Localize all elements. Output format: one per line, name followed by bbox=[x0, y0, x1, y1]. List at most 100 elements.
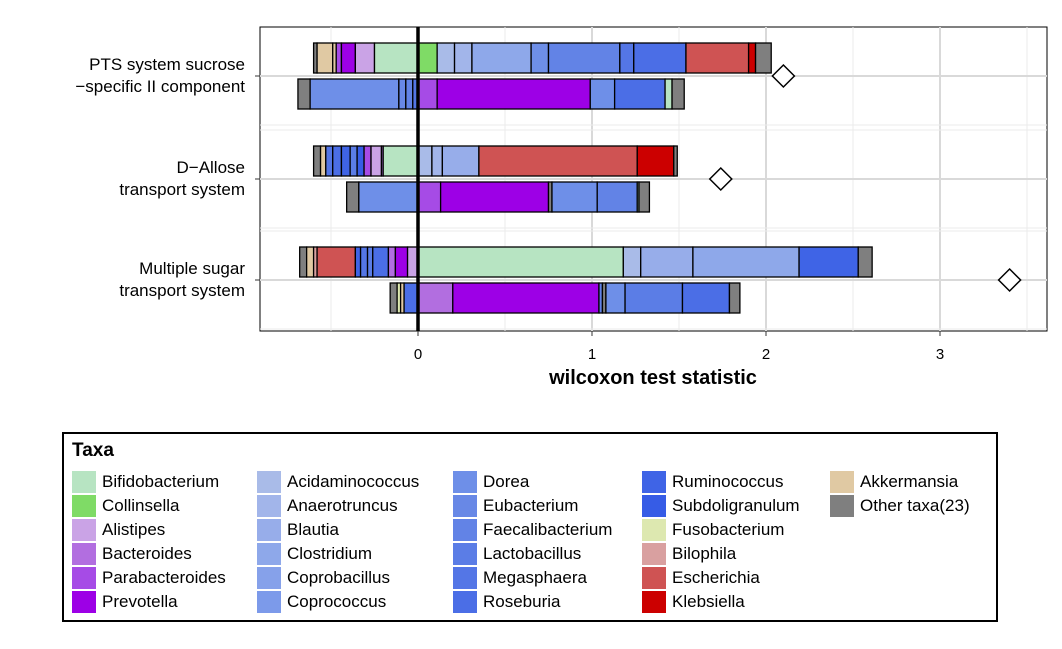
y-label-line: transport system bbox=[119, 180, 245, 199]
bar-segment-0-0-12 bbox=[547, 42, 621, 74]
bar-segment-0-1-1 bbox=[309, 78, 400, 110]
legend-swatch bbox=[453, 591, 477, 613]
legend-item: Anaerotruncus bbox=[257, 494, 398, 518]
y-label-2: Multiple sugar transport system bbox=[119, 258, 245, 302]
legend-item: Escherichia bbox=[642, 566, 760, 590]
legend-swatch bbox=[453, 471, 477, 493]
bar-segment-2-0-3 bbox=[316, 246, 357, 278]
stacked-bar-chart: 0 1 2 3 bbox=[255, 26, 1048, 363]
y-label-line: PTS system sucrose bbox=[89, 55, 245, 74]
bar-segment-0-0-10 bbox=[471, 42, 532, 74]
bar-segment-2-0-16 bbox=[857, 246, 873, 278]
legend-label: Klebsiella bbox=[672, 592, 745, 611]
legend: Taxa Bifidobacterium Collinsella Alistipes… bbox=[62, 432, 998, 622]
legend-swatch bbox=[257, 543, 281, 565]
bar-segment-0-0-4 bbox=[340, 42, 357, 74]
bar-segment-2-1-5 bbox=[452, 282, 600, 314]
legend-item: Lactobacillus bbox=[453, 542, 581, 566]
legend-label: Bifidobacterium bbox=[102, 472, 220, 491]
legend-item: Bilophila bbox=[642, 542, 736, 566]
legend-label: Megasphaera bbox=[483, 568, 587, 587]
bar-segment-0-0-1 bbox=[316, 42, 334, 74]
bar-segment-2-0-0 bbox=[299, 246, 308, 278]
legend-swatch bbox=[72, 591, 96, 613]
x-tick-label-1: 1 bbox=[588, 346, 596, 363]
bar-segment-0-1-3 bbox=[405, 78, 414, 110]
legend-label: Dorea bbox=[483, 472, 530, 491]
bar-segment-2-0-5 bbox=[359, 246, 369, 278]
legend-label: Clostridium bbox=[287, 544, 373, 563]
legend-swatch bbox=[453, 495, 477, 517]
legend-swatch bbox=[257, 519, 281, 541]
bar-segment-1-0-13 bbox=[441, 145, 480, 177]
legend-label: Roseburia bbox=[483, 592, 561, 611]
legend-item: Ruminococcus bbox=[642, 470, 784, 494]
bar-segment-2-1-9 bbox=[624, 282, 684, 314]
bar-segment-0-0-11 bbox=[530, 42, 550, 74]
legend-label: Blautia bbox=[287, 520, 339, 539]
legend-item: Megasphaera bbox=[453, 566, 587, 590]
diamond-marker-1 bbox=[708, 166, 733, 192]
y-label-line: transport system bbox=[119, 281, 245, 300]
legend-item: Collinsella bbox=[72, 494, 179, 518]
bar-segment-2-0-9 bbox=[394, 246, 409, 278]
legend-label: Alistipes bbox=[102, 520, 166, 539]
legend-label: Ruminococcus bbox=[672, 472, 784, 491]
legend-label: Collinsella bbox=[102, 496, 180, 515]
diamond-marker-2 bbox=[997, 267, 1022, 293]
diamond-markers bbox=[708, 63, 1022, 293]
legend-swatch bbox=[642, 519, 666, 541]
y-label-0: PTS system sucrose −specific II component bbox=[75, 54, 245, 98]
bar-segment-2-0-15 bbox=[798, 246, 859, 278]
bar-segment-1-1-3 bbox=[439, 181, 550, 213]
bar-segment-1-0-10 bbox=[382, 145, 419, 177]
bar-segment-2-0-12 bbox=[622, 246, 642, 278]
bar-segment-0-0-14 bbox=[633, 42, 687, 74]
y-label-1: D−Allose transport system bbox=[119, 157, 245, 201]
bar-segment-2-0-14 bbox=[692, 246, 800, 278]
legend-label: Prevotella bbox=[102, 592, 178, 611]
bar-segment-0-1-9 bbox=[664, 78, 673, 110]
bars bbox=[297, 42, 873, 314]
legend-label: Akkermansia bbox=[860, 472, 959, 491]
legend-swatch bbox=[72, 567, 96, 589]
bar-segment-1-0-16 bbox=[673, 145, 678, 177]
legend-swatch bbox=[72, 471, 96, 493]
bar-segment-1-0-2 bbox=[325, 145, 334, 177]
bar-segment-1-0-8 bbox=[370, 145, 383, 177]
x-tick-label-3: 3 bbox=[936, 346, 944, 363]
bar-segment-2-0-7 bbox=[372, 246, 390, 278]
bar-segment-1-1-0 bbox=[346, 181, 360, 213]
legend-item: Subdoligranulum bbox=[642, 494, 800, 518]
bar-segment-0-0-16 bbox=[747, 42, 757, 74]
legend-item: Akkermansia bbox=[830, 470, 958, 494]
legend-swatch bbox=[830, 495, 854, 517]
legend-swatch bbox=[257, 471, 281, 493]
legend-label: Fusobacterium bbox=[672, 520, 785, 539]
legend-label: Subdoligranulum bbox=[672, 496, 800, 515]
legend-swatch bbox=[642, 495, 666, 517]
legend-item: Dorea bbox=[453, 470, 529, 494]
legend-item: Other taxa(23) bbox=[830, 494, 970, 518]
bar-segment-2-0-1 bbox=[305, 246, 315, 278]
bar-segment-1-0-12 bbox=[431, 145, 444, 177]
legend-label: Escherichia bbox=[672, 568, 760, 587]
legend-swatch bbox=[257, 495, 281, 517]
legend-item: Blautia bbox=[257, 518, 339, 542]
legend-title: Taxa bbox=[72, 440, 114, 461]
bar-segment-1-0-0 bbox=[312, 145, 322, 177]
legend-swatch bbox=[642, 471, 666, 493]
legend-label: Anaerotruncus bbox=[287, 496, 398, 515]
bar-segment-2-0-11 bbox=[417, 246, 624, 278]
bar-segment-2-0-8 bbox=[387, 246, 397, 278]
bar-segment-2-0-13 bbox=[640, 246, 694, 278]
legend-label: Eubacterium bbox=[483, 496, 579, 515]
bar-segment-0-1-8 bbox=[613, 78, 666, 110]
legend-swatch bbox=[642, 567, 666, 589]
bar-segment-0-0-9 bbox=[453, 42, 473, 74]
bar-segment-1-0-14 bbox=[478, 145, 638, 177]
legend-swatch bbox=[830, 471, 854, 493]
legend-item: Bifidobacterium bbox=[72, 470, 219, 494]
bar-segment-0-1-6 bbox=[436, 78, 591, 110]
bar-segment-2-1-4 bbox=[417, 282, 454, 314]
